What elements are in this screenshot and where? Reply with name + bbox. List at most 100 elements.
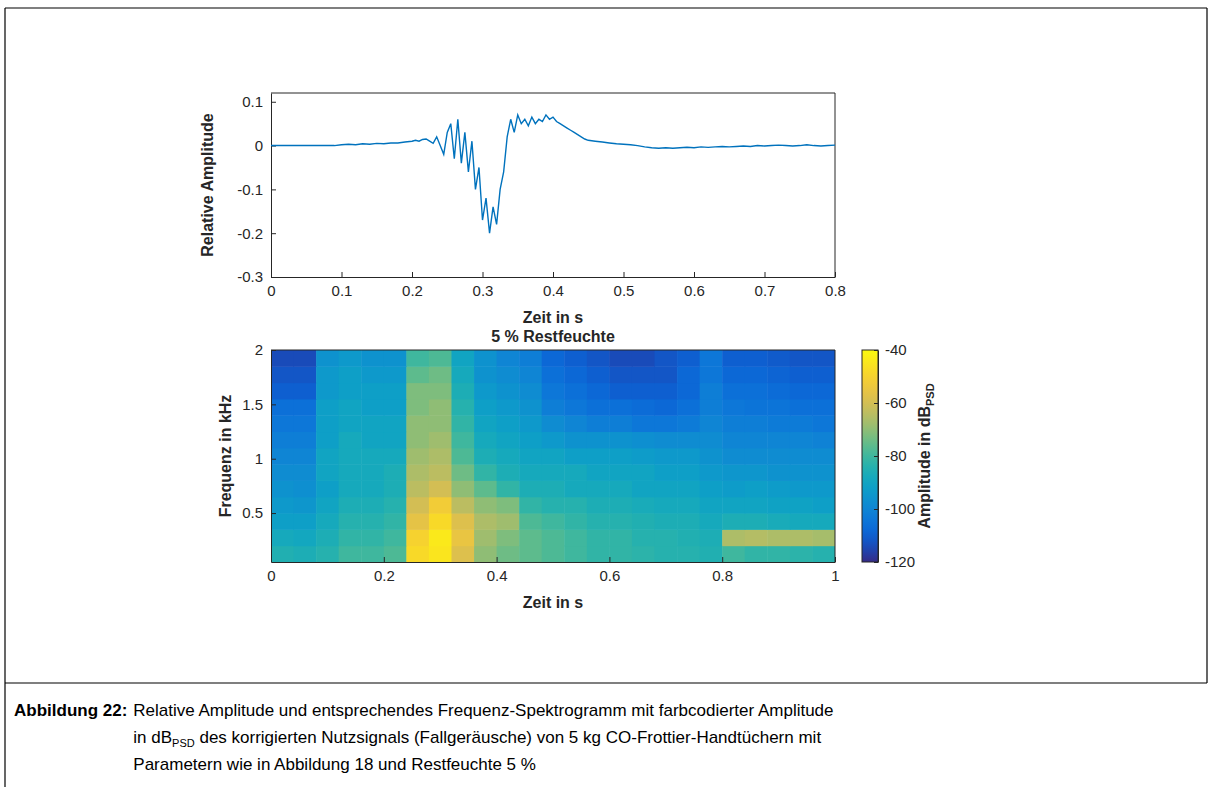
heat-cell bbox=[384, 383, 407, 400]
y-axis-title: Frequenz in kHz bbox=[217, 395, 234, 518]
y-axis-title: Relative Amplitude bbox=[199, 113, 216, 257]
heat-cell bbox=[406, 497, 429, 514]
heat-cell bbox=[745, 529, 768, 546]
tick-label: 0.5 bbox=[242, 504, 263, 521]
heat-cell bbox=[361, 497, 384, 514]
caption-line: Parametern wie in Abbildung 18 und Restf… bbox=[133, 755, 536, 774]
heat-cell bbox=[700, 366, 723, 383]
heat-cell bbox=[519, 415, 542, 432]
heat-cell bbox=[587, 448, 610, 465]
heat-cell bbox=[745, 464, 768, 481]
heat-cell bbox=[655, 497, 678, 514]
x-axis: 00.10.20.30.40.50.60.70.8 bbox=[267, 272, 846, 299]
heat-cell bbox=[474, 513, 497, 530]
heat-cell bbox=[316, 432, 339, 449]
heat-cell bbox=[451, 497, 474, 514]
heat-cell bbox=[474, 350, 497, 367]
tick-mark bbox=[722, 557, 723, 562]
heat-cell bbox=[722, 432, 745, 449]
tick: 0.1 bbox=[332, 272, 353, 299]
heat-cell bbox=[632, 513, 655, 530]
heat-cell bbox=[451, 529, 474, 546]
heat-cell bbox=[339, 497, 362, 514]
heat-cell bbox=[677, 448, 700, 465]
heat-cell bbox=[700, 546, 723, 562]
heat-cell bbox=[745, 448, 768, 465]
heat-cell bbox=[339, 432, 362, 449]
heat-cell bbox=[497, 350, 520, 367]
heat-cell bbox=[497, 432, 520, 449]
heat-cell bbox=[632, 415, 655, 432]
tick-label: 0.5 bbox=[614, 282, 635, 299]
frame-line bbox=[5, 7, 1207, 8]
heat-cell bbox=[542, 529, 565, 546]
tick-mark bbox=[271, 277, 276, 278]
heat-cell bbox=[609, 497, 632, 514]
heat-cell bbox=[339, 529, 362, 546]
heat-cell bbox=[294, 350, 317, 367]
caption-text: in dB bbox=[133, 728, 172, 747]
plot-frame bbox=[835, 350, 836, 562]
heat-cell bbox=[812, 366, 835, 383]
heat-cell bbox=[519, 366, 542, 383]
heat-cell bbox=[294, 383, 317, 400]
heat-cell bbox=[677, 366, 700, 383]
heat-cell bbox=[384, 546, 407, 562]
heat-cell bbox=[294, 432, 317, 449]
heat-cell bbox=[406, 464, 429, 481]
heat-cell bbox=[519, 383, 542, 400]
tick: -60 bbox=[874, 394, 907, 411]
heat-cell bbox=[790, 497, 813, 514]
heat-cell bbox=[497, 464, 520, 481]
tick-mark bbox=[271, 513, 276, 514]
heat-cell bbox=[542, 513, 565, 530]
heat-cell bbox=[655, 350, 678, 367]
tick: 0.5 bbox=[614, 272, 635, 299]
heat-cell bbox=[677, 415, 700, 432]
tick-label: 1 bbox=[255, 450, 263, 467]
colorbar bbox=[862, 350, 878, 562]
tick-label: 1.5 bbox=[242, 396, 263, 413]
heat-cell bbox=[745, 415, 768, 432]
heat-cell bbox=[384, 350, 407, 367]
tick-mark bbox=[271, 459, 276, 460]
heat-cell bbox=[587, 383, 610, 400]
heat-cell bbox=[655, 415, 678, 432]
heat-cell bbox=[384, 513, 407, 530]
heat-cell bbox=[474, 497, 497, 514]
heat-cell bbox=[339, 399, 362, 416]
heat-cell bbox=[361, 366, 384, 383]
chart-title: 5 % Restfeuchte bbox=[491, 328, 615, 345]
heat-cell bbox=[339, 448, 362, 465]
heat-cell bbox=[384, 480, 407, 497]
heat-cell bbox=[451, 546, 474, 562]
heat-cell bbox=[316, 415, 339, 432]
heat-cell bbox=[316, 366, 339, 383]
heat-cell bbox=[632, 350, 655, 367]
heat-cell bbox=[294, 366, 317, 383]
heat-cell bbox=[587, 415, 610, 432]
heat-cell bbox=[677, 350, 700, 367]
tick: 0.7 bbox=[755, 272, 776, 299]
tick-label: 0.4 bbox=[487, 567, 508, 584]
heat-cell bbox=[812, 480, 835, 497]
heat-cell bbox=[294, 546, 317, 562]
heat-cell bbox=[519, 464, 542, 481]
frame-line bbox=[4, 8, 5, 787]
tick-mark bbox=[553, 272, 554, 277]
heat-cell bbox=[271, 546, 294, 562]
heat-cell bbox=[316, 480, 339, 497]
tick-mark bbox=[497, 557, 498, 562]
heat-cell bbox=[429, 546, 452, 562]
heat-cell bbox=[767, 448, 790, 465]
heat-cell bbox=[564, 480, 587, 497]
tick: 0.2 bbox=[402, 272, 423, 299]
heat-cell bbox=[632, 432, 655, 449]
heat-cell bbox=[722, 399, 745, 416]
heat-cell bbox=[542, 464, 565, 481]
heat-cell bbox=[429, 480, 452, 497]
heat-cell bbox=[700, 399, 723, 416]
tick-label: 0 bbox=[255, 137, 263, 154]
heat-cell bbox=[429, 366, 452, 383]
heat-cell bbox=[497, 415, 520, 432]
